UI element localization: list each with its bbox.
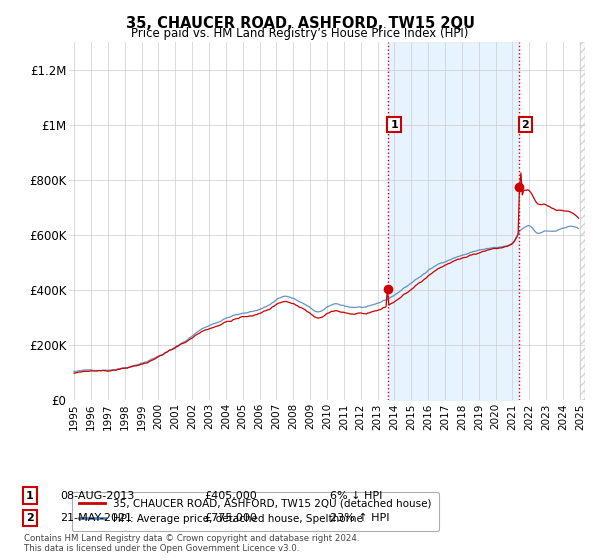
Text: Price paid vs. HM Land Registry’s House Price Index (HPI): Price paid vs. HM Land Registry’s House …: [131, 27, 469, 40]
Legend: 35, CHAUCER ROAD, ASHFORD, TW15 2QU (detached house), HPI: Average price, detach: 35, CHAUCER ROAD, ASHFORD, TW15 2QU (det…: [71, 492, 439, 531]
Text: 21-MAY-2021: 21-MAY-2021: [60, 513, 132, 523]
Text: 6% ↓ HPI: 6% ↓ HPI: [330, 491, 382, 501]
Text: 35, CHAUCER ROAD, ASHFORD, TW15 2QU: 35, CHAUCER ROAD, ASHFORD, TW15 2QU: [125, 16, 475, 31]
Text: Contains HM Land Registry data © Crown copyright and database right 2024.
This d: Contains HM Land Registry data © Crown c…: [24, 534, 359, 553]
Text: 23% ↑ HPI: 23% ↑ HPI: [330, 513, 389, 523]
Text: 1: 1: [26, 491, 34, 501]
Text: 1: 1: [390, 120, 398, 130]
Text: 2: 2: [26, 513, 34, 523]
Text: £775,000: £775,000: [204, 513, 257, 523]
Text: 2: 2: [521, 120, 529, 130]
Text: 08-AUG-2013: 08-AUG-2013: [60, 491, 134, 501]
Text: £405,000: £405,000: [204, 491, 257, 501]
